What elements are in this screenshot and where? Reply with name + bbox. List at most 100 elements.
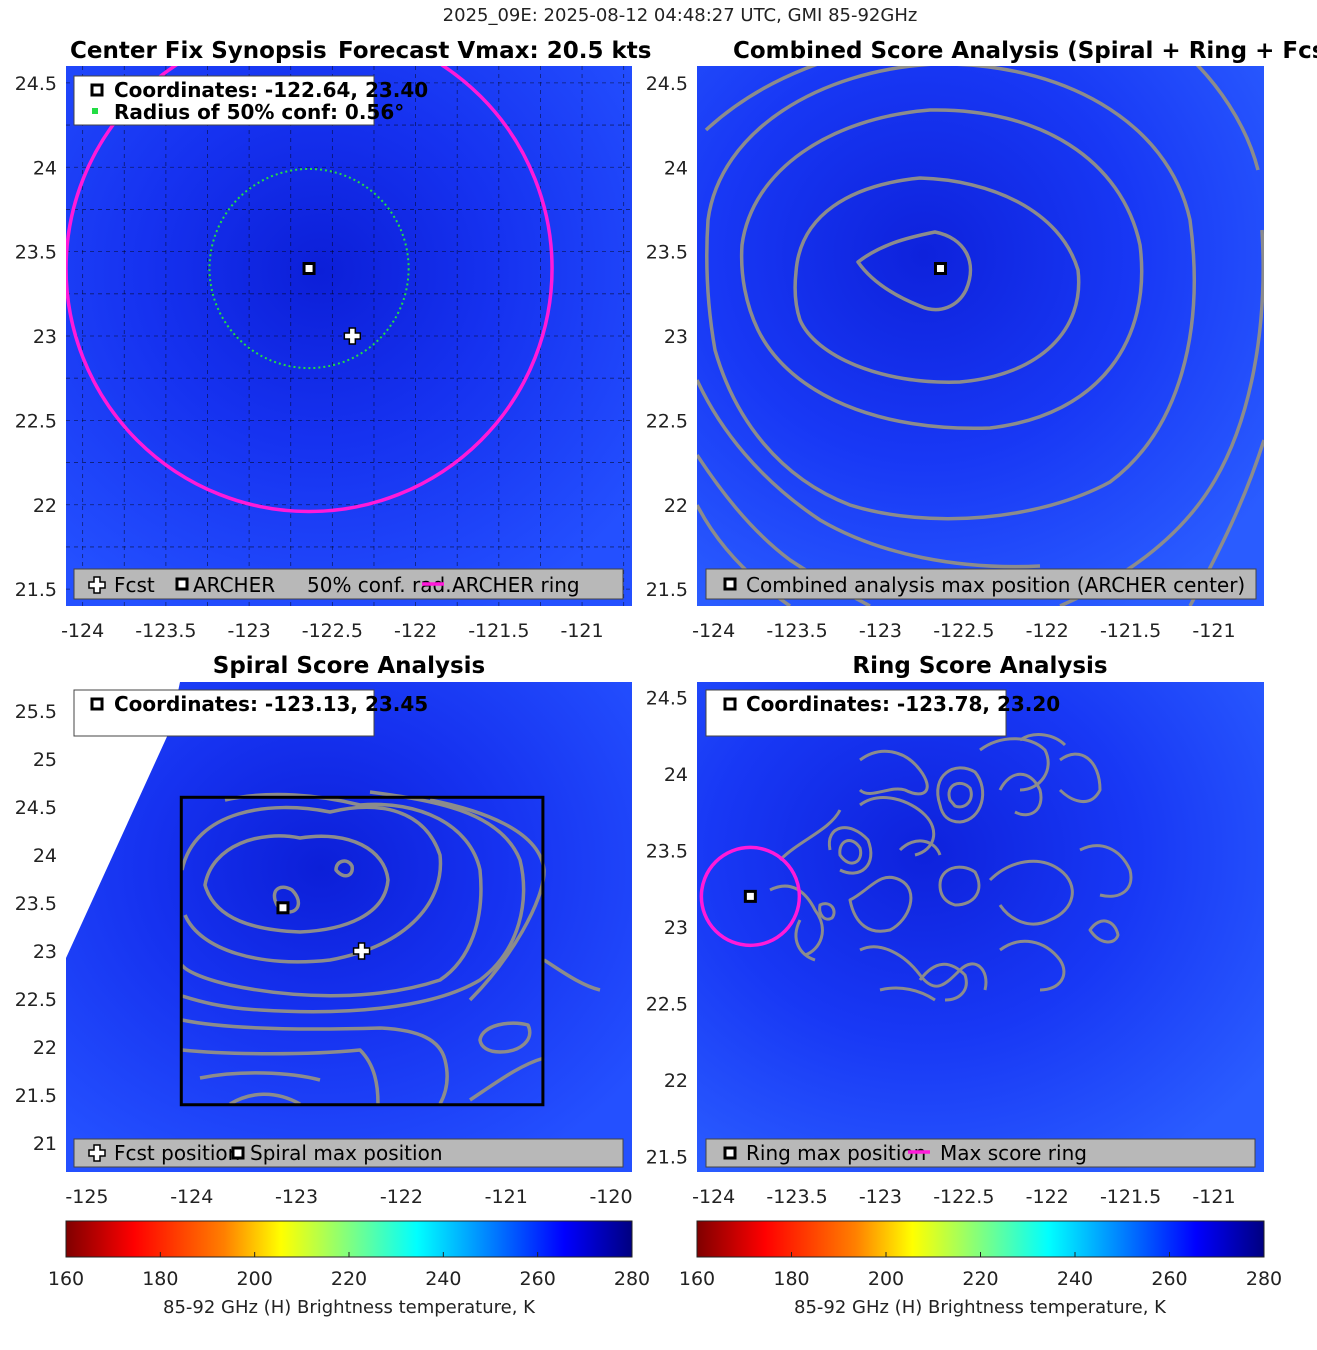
x-tick-label: -122 — [1026, 620, 1069, 642]
colorbar-tick-label: 220 — [331, 1268, 367, 1290]
panel3-info-coordinates: Coordinates: -123.13, 23.45 — [114, 692, 428, 716]
panel3-search-box — [179, 795, 545, 1107]
y-tick-label: 22 — [664, 1070, 688, 1092]
panel3-title: Spiral Score Analysis — [213, 653, 485, 679]
panel4-contour-21 — [818, 902, 836, 921]
y-tick-label: 23.5 — [646, 840, 688, 862]
panel1-info-box — [73, 75, 375, 126]
fcst-plus-icon — [88, 576, 106, 594]
panel2-contour-5 — [704, 66, 818, 132]
panel4-title: Ring Score Analysis — [852, 653, 1107, 679]
panel2-legend-label: Combined analysis max position (ARCHER c… — [746, 573, 1245, 597]
panel4-contour-3 — [838, 839, 863, 865]
panel4-contour-7 — [859, 796, 936, 857]
panel4-legend-max-ring: Max score ring — [940, 1141, 1087, 1165]
x-tick-label: -122.5 — [302, 620, 363, 642]
colorbar-tick-label: 220 — [962, 1268, 998, 1290]
y-tick-label: 21.5 — [646, 579, 688, 601]
panel4-max-score-ring — [699, 845, 802, 948]
panel3-axes: -125 -124 -123 -122 -121 -120 21 21.5 22 22.5 23 23… — [15, 701, 633, 1208]
panel1-title-right: Forecast Vmax: 20.5 kts — [338, 38, 651, 64]
colorbar-tick-label: 280 — [614, 1268, 650, 1290]
panel2-contour-6 — [1195, 66, 1260, 171]
ring-max-point — [743, 889, 757, 903]
archer-square-icon — [175, 577, 189, 591]
panel3-info-marker-icon — [90, 697, 104, 711]
y-tick-label: 22.5 — [15, 410, 57, 432]
panel3-contour-8 — [181, 1018, 449, 1105]
y-tick-label: 23 — [33, 941, 57, 963]
colorbar-right-ticks: 160 180 200 220 240 260 280 — [679, 1252, 1282, 1290]
panel4-info-box — [705, 689, 1007, 737]
x-tick-label: -125 — [65, 1186, 108, 1208]
x-tick-label: -121.5 — [1100, 620, 1161, 642]
figure-title: 2025_09E: 2025-08-12 04:48:27 UTC, GMI 8… — [443, 5, 918, 26]
panel3-contour-3 — [203, 834, 390, 934]
colorbar-right: 160 180 200 220 240 260 280 85-92 GHz (H) Brig… — [679, 1220, 1282, 1318]
y-tick-label: 25 — [33, 749, 57, 771]
y-tick-label: 24.5 — [15, 797, 57, 819]
colorbar-tick-label: 260 — [1151, 1268, 1187, 1290]
panel2-axes: -124 -123.5 -123 -122.5 -122 -121.5 -121 21.5 22… — [646, 73, 1236, 642]
panel1-info-conf-icon — [92, 108, 98, 114]
y-tick-label: 23.5 — [15, 893, 57, 915]
panel4-contour-9 — [1058, 752, 1102, 803]
colorbar-right-label: 85-92 GHz (H) Brightness temperature, K — [794, 1297, 1167, 1318]
archer-center-point — [302, 262, 316, 275]
y-tick-label: 22 — [664, 495, 688, 517]
x-tick-label: -122 — [394, 620, 437, 642]
panel4-contour-5 — [938, 865, 981, 907]
x-tick-label: -121.5 — [1100, 1186, 1161, 1208]
panel-combined: Combined Score Analysis (Spiral + Ring +… — [646, 38, 1317, 642]
x-tick-label: -121 — [1192, 620, 1235, 642]
combined-square-icon — [723, 577, 737, 591]
panel4-field — [697, 682, 1264, 1172]
x-tick-label: -123 — [859, 620, 902, 642]
panel2-legend — [705, 568, 1257, 600]
panel4-info-coordinates: Coordinates: -123.78, 23.20 — [746, 692, 1060, 716]
panel2-contour-2 — [793, 176, 1081, 384]
panel4-contour-10 — [979, 737, 1050, 792]
panel4-legend — [705, 1138, 1256, 1168]
colorbar-tick-label: 180 — [773, 1268, 809, 1290]
panel4-contour-11 — [778, 809, 842, 862]
y-tick-label: 23 — [33, 326, 57, 348]
panel1-legend-ring: ARCHER ring — [452, 573, 580, 597]
y-tick-label: 21 — [33, 1133, 57, 1155]
panel4-contour-16 — [988, 859, 1074, 926]
panel3-legend-fcst: Fcst position — [114, 1141, 240, 1165]
panel4-axes: -124 -123.5 -123 -122.5 -122 -121.5 -121 21.5 22… — [646, 687, 1236, 1208]
spiral-max-point — [276, 901, 290, 915]
panel1-info-radius: Radius of 50% conf: 0.56° — [114, 100, 404, 124]
panel4-contour-15 — [918, 962, 968, 1002]
colorbar-left: 160 180 200 220 240 260 280 85-92 GHz (H) Brig… — [48, 1220, 650, 1318]
colorbar-tick-label: 180 — [142, 1268, 178, 1290]
colorbar-tick-label: 200 — [868, 1268, 904, 1290]
y-tick-label: 25.5 — [15, 701, 57, 723]
y-tick-label: 23 — [664, 917, 688, 939]
panel3-contour-14 — [543, 958, 601, 992]
panel4-contours — [769, 733, 1133, 1002]
panel4-contour-24 — [879, 986, 936, 1002]
x-tick-label: -124 — [692, 620, 735, 642]
panel3-contour-11 — [229, 1092, 301, 1106]
panel3-contour-13 — [469, 1056, 545, 1102]
y-tick-label: 23.5 — [646, 242, 688, 264]
panel2-contour-8 — [697, 379, 1041, 569]
panel4-contour-6 — [858, 749, 929, 796]
panel4-max-position-marker — [743, 889, 757, 903]
x-tick-label: -124 — [692, 1186, 735, 1208]
y-tick-label: 22 — [33, 1037, 57, 1059]
panel-spiral: Spiral Score Analysis — [15, 653, 633, 1208]
panel3-contour-5 — [180, 792, 483, 998]
panel2-max-position-marker — [933, 262, 947, 275]
panel4-contour-14 — [859, 945, 988, 991]
panel4-contour-18 — [1079, 844, 1133, 898]
panel3-fcst-marker — [352, 942, 371, 960]
panel1-archer-center-marker — [302, 262, 316, 275]
y-tick-label: 22.5 — [646, 994, 688, 1016]
panel4-contour-22 — [898, 839, 942, 856]
panel4-contour-2 — [936, 766, 985, 824]
colorbar-left-gradient — [65, 1220, 633, 1258]
colorbar-tick-label: 260 — [520, 1268, 556, 1290]
